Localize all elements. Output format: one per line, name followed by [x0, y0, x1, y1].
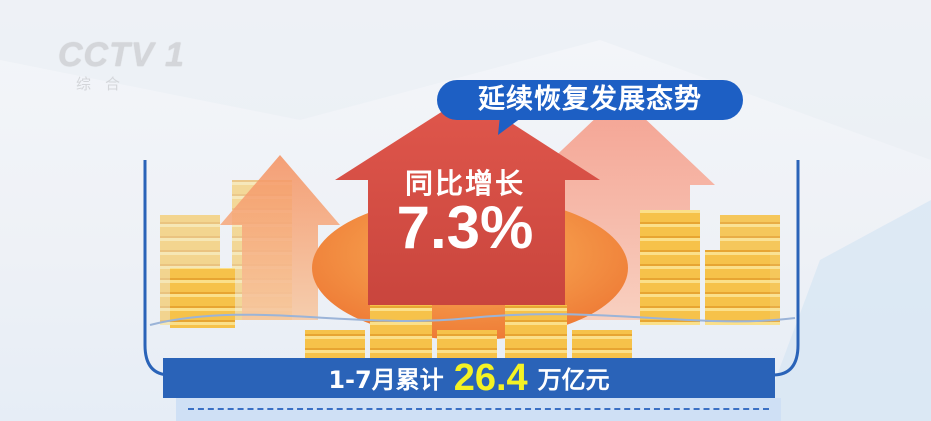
growth-label: 同比增长 — [404, 167, 525, 200]
banner-prefix: 1-7月累计 — [328, 366, 444, 394]
dashed-divider — [188, 408, 769, 410]
banner-strip — [176, 398, 781, 421]
headline-bubble: 延续恢复发展态势 — [437, 80, 743, 120]
growth-value: 7.3% — [396, 194, 534, 261]
banner-suffix: 万亿元 — [537, 366, 610, 394]
total-banner: 1-7月累计 26.4 万亿元 — [163, 358, 775, 398]
cctv1-logo: CCTV 1 综合 — [58, 36, 185, 93]
banner-value: 26.4 — [453, 357, 528, 399]
